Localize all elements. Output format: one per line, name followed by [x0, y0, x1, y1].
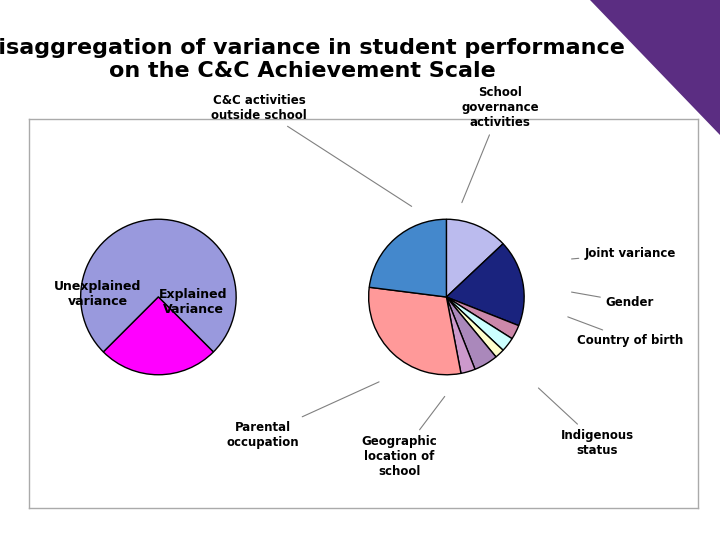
Text: Joint variance: Joint variance — [572, 247, 675, 260]
Text: Explained
Variance: Explained Variance — [158, 288, 228, 316]
Text: Unexplained
variance: Unexplained variance — [54, 280, 141, 308]
Wedge shape — [446, 244, 524, 326]
Wedge shape — [446, 297, 496, 369]
Wedge shape — [446, 297, 512, 350]
Wedge shape — [446, 297, 503, 357]
Wedge shape — [446, 297, 475, 373]
Text: Disaggregation of variance in student performance
on the C&C Achievement Scale: Disaggregation of variance in student pe… — [0, 38, 625, 81]
Text: School
governance
activities: School governance activities — [462, 86, 539, 202]
Text: Indigenous
status: Indigenous status — [539, 388, 634, 457]
Text: Geographic
location of
school: Geographic location of school — [361, 396, 445, 478]
Wedge shape — [369, 219, 446, 297]
Wedge shape — [446, 219, 503, 297]
Wedge shape — [104, 297, 213, 375]
Wedge shape — [369, 287, 461, 375]
Text: Country of birth: Country of birth — [568, 317, 683, 347]
Wedge shape — [446, 297, 518, 339]
Text: C&C activities
outside school: C&C activities outside school — [212, 94, 412, 206]
Text: Gender: Gender — [572, 292, 654, 309]
Wedge shape — [81, 219, 236, 352]
Text: Parental
occupation: Parental occupation — [227, 382, 379, 449]
